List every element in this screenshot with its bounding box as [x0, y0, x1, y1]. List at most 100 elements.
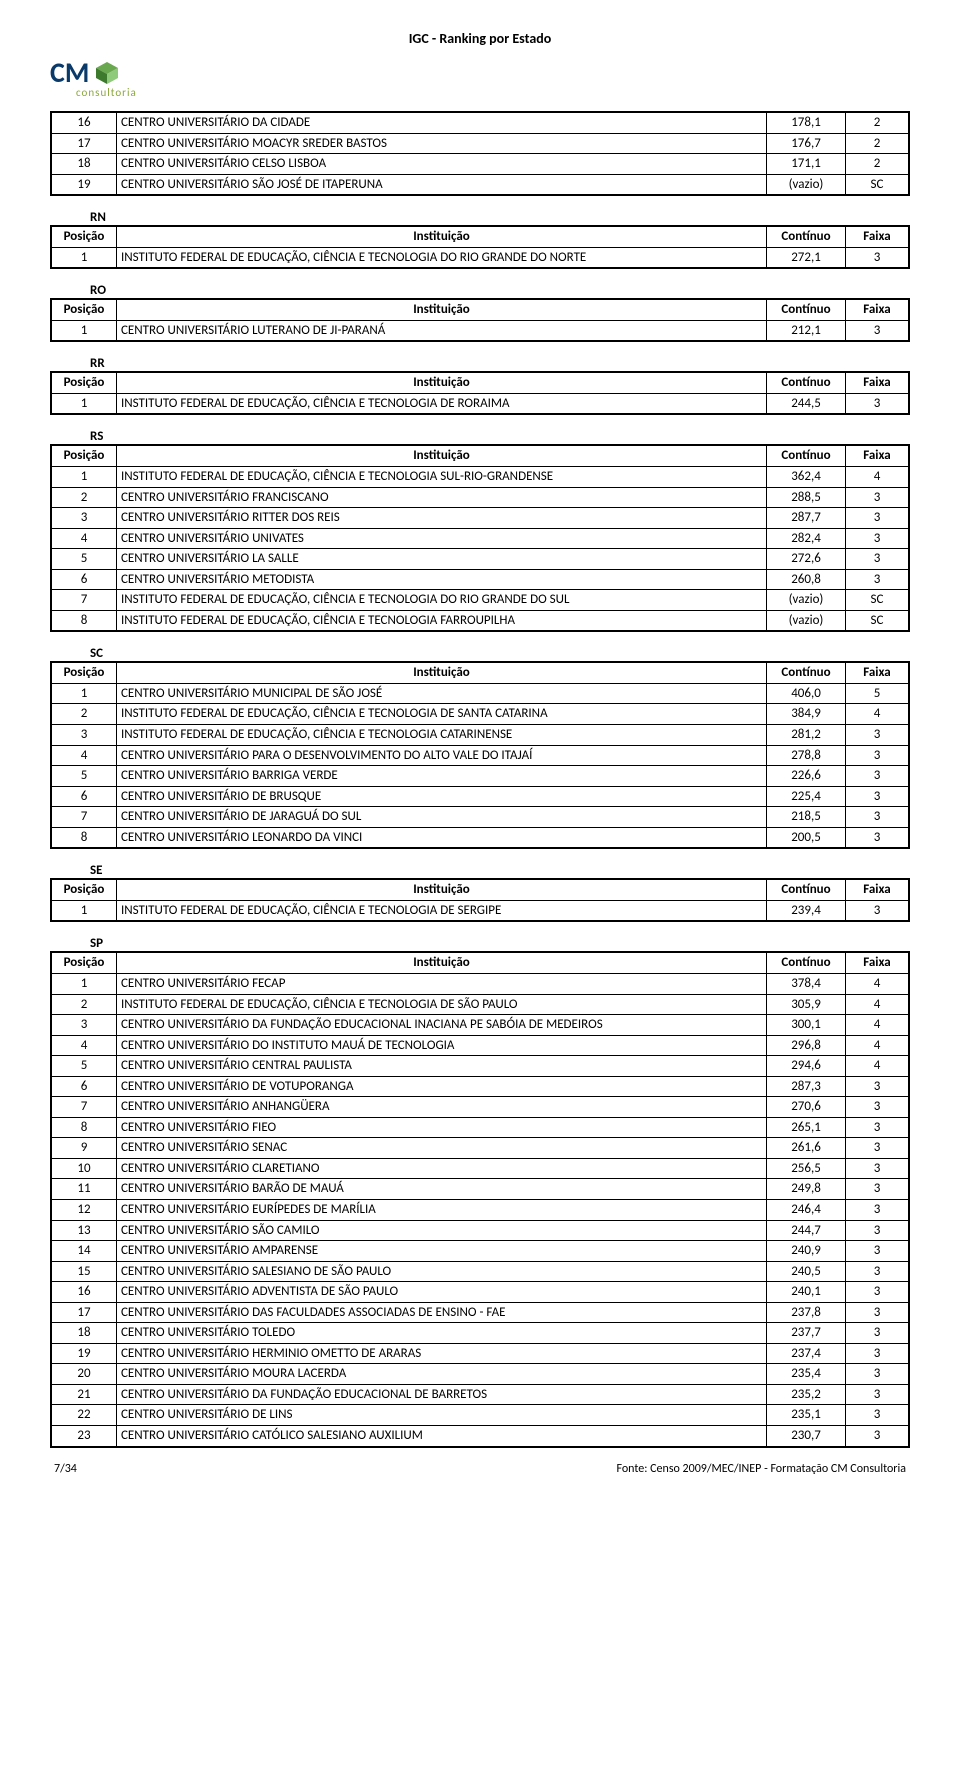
- cell: 4: [846, 467, 910, 488]
- cell: 2: [51, 994, 117, 1015]
- cell: CENTRO UNIVERSITÁRIO AMPARENSE: [117, 1241, 767, 1262]
- table-row: 3CENTRO UNIVERSITÁRIO DA FUNDAÇÃO EDUCAC…: [51, 1015, 909, 1036]
- cell: 3: [846, 766, 910, 787]
- cell: 265,1: [767, 1117, 846, 1138]
- cell: 3: [846, 1302, 910, 1323]
- cell: (vazio): [767, 590, 846, 611]
- cell: CENTRO UNIVERSITÁRIO TOLEDO: [117, 1323, 767, 1344]
- cell: CENTRO UNIVERSITÁRIO DA FUNDAÇÃO EDUCACI…: [117, 1015, 767, 1036]
- cell: 19: [51, 174, 117, 195]
- cell: 287,3: [767, 1076, 846, 1097]
- column-header: Instituição: [117, 952, 767, 973]
- cell: 239,4: [767, 900, 846, 921]
- cell: 14: [51, 1241, 117, 1262]
- cell: 246,4: [767, 1199, 846, 1220]
- column-header: Faixa: [846, 226, 910, 247]
- column-header: Contínuo: [767, 952, 846, 973]
- cell: 3: [846, 569, 910, 590]
- state-label: SE: [50, 863, 910, 878]
- cell: CENTRO UNIVERSITÁRIO BARÃO DE MAUÁ: [117, 1179, 767, 1200]
- cell: 362,4: [767, 467, 846, 488]
- cell: 3: [51, 508, 117, 529]
- table-row: 2INSTITUTO FEDERAL DE EDUCAÇÃO, CIÊNCIA …: [51, 704, 909, 725]
- cell: 10: [51, 1158, 117, 1179]
- cell: 235,2: [767, 1384, 846, 1405]
- cell: INSTITUTO FEDERAL DE EDUCAÇÃO, CIÊNCIA E…: [117, 994, 767, 1015]
- cell: 3: [846, 745, 910, 766]
- cell: 5: [51, 549, 117, 570]
- table-row: 23CENTRO UNIVERSITÁRIO CATÓLICO SALESIAN…: [51, 1425, 909, 1446]
- table-row: 6CENTRO UNIVERSITÁRIO METODISTA260,83: [51, 569, 909, 590]
- cell: 8: [51, 1117, 117, 1138]
- cell: 244,7: [767, 1220, 846, 1241]
- cell: 218,5: [767, 807, 846, 828]
- cell: CENTRO UNIVERSITÁRIO DE BRUSQUE: [117, 786, 767, 807]
- cell: CENTRO UNIVERSITÁRIO FECAP: [117, 973, 767, 994]
- state-label: SP: [50, 936, 910, 951]
- cell: 230,7: [767, 1425, 846, 1446]
- cell: 249,8: [767, 1179, 846, 1200]
- ranking-table: PosiçãoInstituiçãoContínuoFaixa1INSTITUT…: [50, 225, 910, 269]
- table-row: 2CENTRO UNIVERSITÁRIO FRANCISCANO288,53: [51, 487, 909, 508]
- page-number: 7/34: [54, 1462, 77, 1476]
- cell: INSTITUTO FEDERAL DE EDUCAÇÃO, CIÊNCIA E…: [117, 610, 767, 631]
- cell: 4: [846, 973, 910, 994]
- table-row: 4CENTRO UNIVERSITÁRIO PARA O DESENVOLVIM…: [51, 745, 909, 766]
- table-row: 6CENTRO UNIVERSITÁRIO DE BRUSQUE225,43: [51, 786, 909, 807]
- cell: 19: [51, 1343, 117, 1364]
- cell: 20: [51, 1364, 117, 1385]
- column-header: Contínuo: [767, 372, 846, 393]
- cell: 171,1: [767, 154, 846, 175]
- cell: 3: [846, 320, 910, 341]
- cell: 200,5: [767, 827, 846, 848]
- table-row: 7CENTRO UNIVERSITÁRIO ANHANGÜERA270,63: [51, 1097, 909, 1118]
- cell: 17: [51, 1302, 117, 1323]
- table-row: 16CENTRO UNIVERSITÁRIO ADVENTISTA DE SÃO…: [51, 1282, 909, 1303]
- cell: 8: [51, 827, 117, 848]
- cell: CENTRO UNIVERSITÁRIO DE VOTUPORANGA: [117, 1076, 767, 1097]
- column-header: Posição: [51, 879, 117, 900]
- cell: CENTRO UNIVERSITÁRIO ANHANGÜERA: [117, 1097, 767, 1118]
- cube-icon: [94, 60, 120, 86]
- cell: 3: [846, 1261, 910, 1282]
- cell: CENTRO UNIVERSITÁRIO LA SALLE: [117, 549, 767, 570]
- cell: INSTITUTO FEDERAL DE EDUCAÇÃO, CIÊNCIA E…: [117, 467, 767, 488]
- cell: CENTRO UNIVERSITÁRIO MOURA LACERDA: [117, 1364, 767, 1385]
- cell: 3: [51, 1015, 117, 1036]
- cell: CENTRO UNIVERSITÁRIO BARRIGA VERDE: [117, 766, 767, 787]
- cell: 5: [51, 1056, 117, 1077]
- table-row: 8INSTITUTO FEDERAL DE EDUCAÇÃO, CIÊNCIA …: [51, 610, 909, 631]
- cell: CENTRO UNIVERSITÁRIO CELSO LISBOA: [117, 154, 767, 175]
- column-header: Faixa: [846, 662, 910, 683]
- cell: 3: [846, 508, 910, 529]
- table-row: 1CENTRO UNIVERSITÁRIO MUNICIPAL DE SÃO J…: [51, 683, 909, 704]
- ranking-table: PosiçãoInstituiçãoContínuoFaixa1INSTITUT…: [50, 444, 910, 632]
- column-header: Faixa: [846, 952, 910, 973]
- cell: 3: [846, 1323, 910, 1344]
- cell: 3: [846, 1199, 910, 1220]
- cell: CENTRO UNIVERSITÁRIO METODISTA: [117, 569, 767, 590]
- logo-block: CM consultoria: [50, 55, 910, 99]
- column-header: Posição: [51, 299, 117, 320]
- cell: 1: [51, 973, 117, 994]
- table-row: 3CENTRO UNIVERSITÁRIO RITTER DOS REIS287…: [51, 508, 909, 529]
- table-row: 4CENTRO UNIVERSITÁRIO UNIVATES282,43: [51, 528, 909, 549]
- table-row: 7INSTITUTO FEDERAL DE EDUCAÇÃO, CIÊNCIA …: [51, 590, 909, 611]
- cell: 21: [51, 1384, 117, 1405]
- ranking-table: PosiçãoInstituiçãoContínuoFaixa1INSTITUT…: [50, 878, 910, 922]
- cell: CENTRO UNIVERSITÁRIO DA FUNDAÇÃO EDUCACI…: [117, 1384, 767, 1405]
- table-row: 2INSTITUTO FEDERAL DE EDUCAÇÃO, CIÊNCIA …: [51, 994, 909, 1015]
- cell: 12: [51, 1199, 117, 1220]
- column-header: Contínuo: [767, 226, 846, 247]
- cell: 3: [846, 725, 910, 746]
- cell: 1: [51, 320, 117, 341]
- cell: 3: [846, 786, 910, 807]
- cell: CENTRO UNIVERSITÁRIO DA CIDADE: [117, 112, 767, 133]
- cell: 3: [846, 1364, 910, 1385]
- cell: 18: [51, 154, 117, 175]
- table-row: 8CENTRO UNIVERSITÁRIO LEONARDO DA VINCI2…: [51, 827, 909, 848]
- cell: 7: [51, 590, 117, 611]
- cell: CENTRO UNIVERSITÁRIO DAS FACULDADES ASSO…: [117, 1302, 767, 1323]
- table-row: 7CENTRO UNIVERSITÁRIO DE JARAGUÁ DO SUL2…: [51, 807, 909, 828]
- cell: CENTRO UNIVERSITÁRIO MUNICIPAL DE SÃO JO…: [117, 683, 767, 704]
